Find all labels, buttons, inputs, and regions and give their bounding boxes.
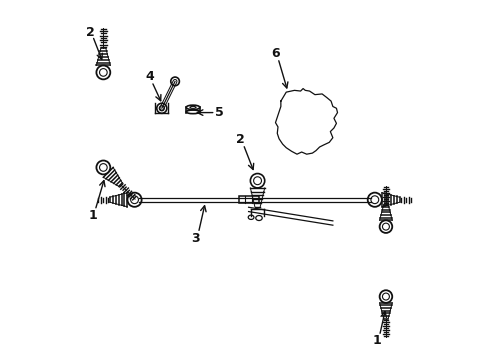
- Text: 2: 2: [236, 133, 245, 146]
- Text: 3: 3: [192, 231, 200, 244]
- Text: 1: 1: [372, 334, 381, 347]
- Text: 2: 2: [86, 26, 95, 39]
- Bar: [239, 197, 259, 203]
- Text: 4: 4: [145, 70, 154, 83]
- Text: 5: 5: [215, 106, 223, 119]
- Text: 1: 1: [88, 210, 97, 222]
- Text: 6: 6: [271, 47, 280, 60]
